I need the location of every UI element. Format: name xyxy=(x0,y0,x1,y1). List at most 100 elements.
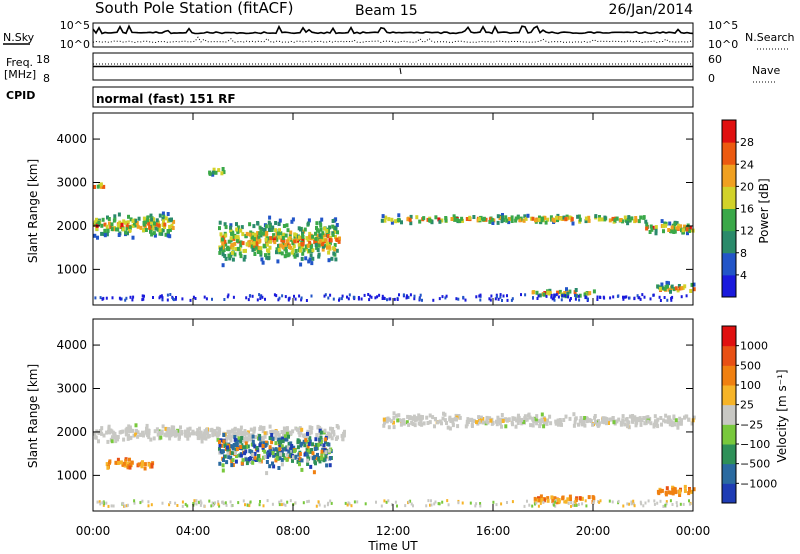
scatter-cell xyxy=(644,501,647,505)
scatter-cell xyxy=(543,215,547,220)
scatter-cell xyxy=(278,296,281,300)
scatter-cell xyxy=(333,229,337,234)
scatter-cell xyxy=(293,449,297,454)
scatter-cell xyxy=(396,504,398,508)
colorbar-tick-label: 8 xyxy=(740,247,747,260)
scatter-cell xyxy=(163,225,166,229)
scatter-cell xyxy=(235,440,239,445)
scatter-cell xyxy=(542,500,545,504)
scatter-cell xyxy=(205,427,209,432)
scatter-cell xyxy=(112,435,116,440)
scatter-cell xyxy=(236,428,240,433)
scatter-cell xyxy=(338,298,340,302)
scatter-cell xyxy=(265,231,269,235)
scatter-cell xyxy=(394,500,397,504)
scatter-cell xyxy=(278,437,282,442)
scatter-cell xyxy=(332,430,336,434)
scatter-cell xyxy=(395,413,399,418)
scatter-cell xyxy=(268,436,272,441)
scatter-cell xyxy=(232,236,236,241)
scatter-cell xyxy=(490,217,494,222)
scatter-cell xyxy=(212,167,216,172)
scatter-cell xyxy=(274,441,278,446)
scatter-cell xyxy=(103,228,107,233)
scatter-cell xyxy=(269,448,272,453)
scatter-cell xyxy=(390,217,394,222)
scatter-cell xyxy=(616,294,619,298)
scatter-cell xyxy=(637,219,641,224)
scatter-cell xyxy=(255,245,259,250)
scatter-cell xyxy=(398,293,400,297)
scatter-cell xyxy=(518,218,522,223)
scatter-cell xyxy=(259,250,263,255)
scatter-cell xyxy=(331,224,335,229)
scatter-cell xyxy=(245,242,249,247)
scatter-cell xyxy=(545,294,548,298)
scatter-cell xyxy=(148,225,152,230)
scatter-cell xyxy=(445,421,448,425)
scatter-cell xyxy=(141,294,144,298)
scatter-cell xyxy=(107,217,111,221)
scatter-cell xyxy=(297,430,301,435)
scatter-cell xyxy=(321,231,325,236)
scatter-cell xyxy=(288,245,291,249)
scatter-cell xyxy=(97,220,101,225)
scatter-cell xyxy=(298,452,302,456)
scatter-cell xyxy=(273,240,277,245)
scatter-cell xyxy=(309,253,313,258)
scatter-cell xyxy=(133,501,136,505)
scatter-cell xyxy=(500,413,504,417)
scatter-cell xyxy=(374,296,377,300)
scatter-cell xyxy=(687,491,691,496)
scatter-cell xyxy=(298,433,302,438)
scatter-cell xyxy=(314,236,318,241)
scatter-cell xyxy=(118,220,122,225)
colorbar-tick-label: 500 xyxy=(740,359,761,372)
scatter-cell xyxy=(538,418,542,423)
scatter-cell xyxy=(251,452,255,457)
scatter-cell xyxy=(105,232,109,237)
scatter-cell xyxy=(260,426,264,431)
scatter-cell xyxy=(129,295,132,299)
scatter-cell xyxy=(200,439,204,444)
scatter-cell xyxy=(295,236,299,241)
scatter-cell xyxy=(211,429,215,434)
scatter-cell xyxy=(157,223,161,228)
scatter-cell xyxy=(283,430,287,435)
scatter-cell xyxy=(612,295,615,299)
date-label: 26/Jan/2014 xyxy=(609,2,694,18)
scatter-cell xyxy=(281,245,285,250)
scatter-cell xyxy=(221,167,225,171)
scatter-cell xyxy=(513,416,517,421)
scatter-cell xyxy=(291,429,295,434)
scatter-cell xyxy=(554,504,557,508)
scatter-cell xyxy=(438,502,441,506)
scatter-cell xyxy=(680,418,683,423)
scatter-cell xyxy=(673,487,677,492)
colorbar-swatch xyxy=(722,186,736,209)
scatter-cell xyxy=(678,416,682,421)
scatter-cell xyxy=(211,433,215,438)
scatter-cell xyxy=(113,217,117,222)
scatter-cell xyxy=(93,233,97,238)
scatter-cell xyxy=(222,458,225,462)
scatter-cell xyxy=(567,501,570,505)
scatter-cell xyxy=(667,287,671,292)
scatter-cell xyxy=(179,425,182,430)
scatter-cell xyxy=(314,456,318,461)
scatter-cell xyxy=(608,218,612,223)
scatter-cell xyxy=(314,243,318,247)
scatter-cell xyxy=(183,432,187,437)
scatter-cell xyxy=(195,499,198,503)
scatter-cell xyxy=(684,414,688,419)
scatter-cell xyxy=(297,242,301,247)
scatter-cell xyxy=(318,440,322,444)
scatter-cell xyxy=(455,297,458,301)
scatter-cell xyxy=(161,424,165,429)
scatter-cell xyxy=(228,450,232,455)
scatter-cell xyxy=(246,503,249,507)
scatter-cell xyxy=(170,223,174,228)
scatter-cell xyxy=(286,242,290,246)
